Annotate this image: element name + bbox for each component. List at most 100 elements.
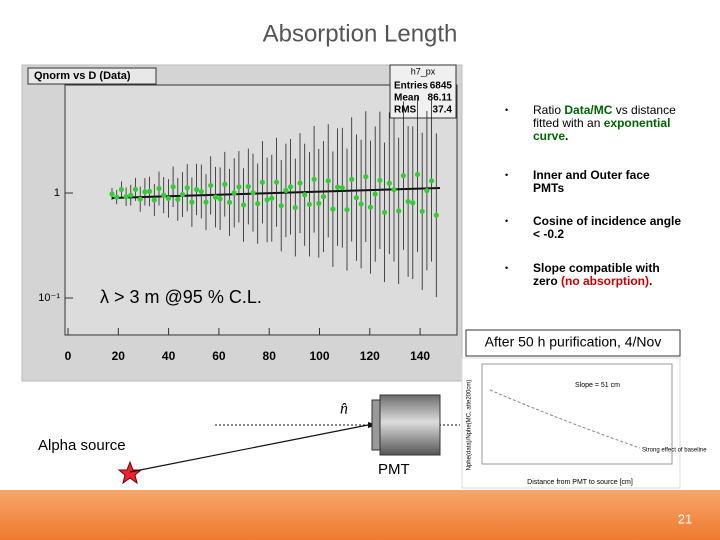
stats-name: h7_px (411, 66, 436, 76)
slide-title: Absorption Length (263, 20, 458, 47)
point (179, 191, 186, 198)
inset-curve (489, 389, 641, 449)
point (142, 189, 148, 195)
normal-label: n̂ (340, 401, 348, 418)
stats-value: 86.11 (428, 93, 453, 104)
point (203, 199, 209, 205)
point (339, 185, 345, 191)
point (433, 212, 439, 218)
point (170, 184, 176, 190)
point (330, 206, 336, 212)
x-tick-label: 40 (162, 349, 176, 363)
x-tick-label: 120 (360, 349, 380, 363)
point (297, 180, 303, 186)
bullet-segment: . (649, 274, 653, 288)
root-plot: Qnorm vs D (Data) h7_px λ > 3 m @95 % C.… (21, 64, 463, 382)
point (128, 192, 134, 198)
point (335, 184, 341, 190)
point (349, 176, 355, 182)
bullet-segment: vs distance fitted with an (533, 103, 676, 130)
point (396, 208, 402, 214)
plot-title: Qnorm vs D (Data) (34, 70, 131, 82)
point (165, 195, 171, 201)
x-tick-label: 80 (263, 349, 277, 363)
point (283, 187, 289, 193)
point (118, 186, 124, 193)
bullet-segment: Cosine of incidence angle < -0.2 (533, 214, 682, 241)
x-tick-label: 60 (212, 349, 226, 363)
point (236, 184, 242, 190)
point (358, 201, 364, 207)
bullet-segment: Ratio (533, 103, 565, 117)
bullet-text: Inner and Outer face PMTs (533, 169, 683, 195)
bullet-dot: • (505, 105, 509, 115)
bullet-text: Ratio Data/MC vs distance fitted with an… (533, 104, 683, 143)
point (241, 202, 247, 208)
plot-title-box (27, 67, 157, 85)
point (273, 179, 280, 185)
point (123, 194, 129, 200)
pmt-label: PMT (378, 461, 410, 478)
point (114, 194, 120, 200)
stats-box (389, 64, 457, 119)
bullet-text: Cosine of incidence angle < -0.2 (533, 215, 683, 241)
point (269, 195, 275, 201)
inset-note: Strong effect of baseline (642, 448, 707, 454)
stats-key: Mean (394, 93, 420, 104)
inset-caption: After 50 h purification, 4/Nov (485, 334, 662, 350)
point (353, 195, 359, 201)
point (198, 188, 204, 195)
bullet-text: Slope compatible with zero (no absorptio… (533, 262, 683, 288)
inset-y-label: Nphe(data)/Nphe(MC, atte200cm) (467, 380, 473, 471)
setup-diagram: n̂ Alpha source PMT (38, 394, 460, 485)
point (306, 201, 312, 207)
point (400, 173, 406, 179)
point (405, 198, 411, 205)
page-number: 21 (678, 511, 692, 526)
footer-band (0, 490, 720, 540)
plot-points (109, 97, 439, 298)
point (222, 181, 228, 187)
stats-value: 37.4 (433, 105, 453, 116)
stats-value: 6845 (430, 81, 453, 92)
bullet-dot: • (505, 216, 509, 226)
bullet-segment: Slope compatible with zero (533, 261, 660, 288)
point (184, 185, 190, 191)
x-tick-label: 100 (309, 349, 329, 363)
plot-frame (64, 84, 458, 336)
ray (129, 422, 379, 473)
point (367, 204, 374, 210)
point (132, 186, 139, 193)
point (424, 188, 430, 194)
bullet-segment: . (565, 129, 569, 143)
point (194, 186, 200, 193)
point (137, 196, 143, 202)
point (175, 196, 181, 202)
point (372, 191, 378, 197)
point (226, 199, 233, 205)
point (288, 184, 294, 190)
point (109, 191, 115, 197)
inset-plot: Nphe(data)/Nphe(MC, atte200cm) Distance … (461, 357, 707, 489)
point (212, 194, 218, 200)
point (217, 196, 223, 202)
pmt-face (371, 399, 381, 451)
bullet-segment: exponential curve (533, 116, 671, 143)
point (264, 197, 270, 203)
point (363, 174, 369, 180)
point (410, 200, 416, 206)
point (386, 180, 392, 186)
point (325, 178, 331, 184)
x-tick-label: 20 (112, 349, 126, 363)
point (250, 190, 256, 196)
point (344, 206, 350, 213)
bullet-dot: • (505, 170, 509, 180)
point (189, 199, 195, 205)
point (245, 183, 251, 190)
y-tick-label: 1 (54, 187, 60, 199)
bullet-dot: • (505, 263, 509, 273)
point (161, 192, 167, 198)
point (259, 179, 265, 185)
stats-key: RMS (394, 105, 417, 116)
